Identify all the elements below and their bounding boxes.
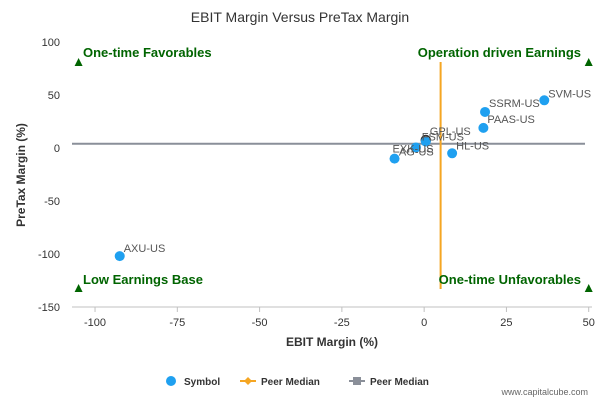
x-tick-label: -75	[169, 317, 185, 329]
quadrant-label-top-right: Operation driven Earnings	[418, 45, 581, 60]
legend-square-marker	[353, 377, 361, 385]
legend-label: Symbol	[184, 377, 220, 388]
quadrant-label-top-left: One-time Favorables	[83, 45, 212, 60]
x-axis: -100 -75 -50 -25 0 25 50	[72, 306, 595, 329]
y-axis-title: PreTax Margin (%)	[14, 123, 28, 227]
data-point	[478, 122, 489, 133]
peer-median-lines	[72, 62, 585, 289]
data-point-label: SSRM-US	[489, 98, 540, 110]
y-tick-label: 50	[48, 90, 60, 102]
data-point-label: HL-US	[456, 140, 489, 152]
data-point-label: AXU-US	[124, 243, 166, 255]
y-tick-label: -50	[44, 196, 60, 208]
data-point	[447, 148, 458, 159]
data-point-label: PAAS-US	[487, 114, 534, 126]
data-point	[539, 95, 550, 106]
legend: Symbol Peer Median Peer Median	[166, 376, 429, 388]
data-point-label: GPL-US	[430, 126, 471, 138]
x-tick-label: 25	[500, 317, 512, 329]
y-tick-label: -100	[38, 249, 60, 261]
x-axis-title: EBIT Margin (%)	[286, 335, 378, 349]
y-tick-label: -150	[38, 302, 60, 314]
data-point-label: EXK-US	[393, 144, 434, 156]
data-point-label: AG-US	[399, 146, 434, 158]
data-point	[114, 251, 125, 262]
x-tick-label: -100	[84, 317, 106, 329]
legend-symbol-marker	[166, 376, 176, 386]
chart-title: EBIT Margin Versus PreTax Margin	[191, 9, 409, 25]
data-point	[480, 106, 491, 117]
data-point-label: SVM-US	[548, 88, 591, 100]
x-tick-label: 0	[421, 317, 427, 329]
legend-label: Peer Median	[370, 377, 429, 388]
data-point-label: FSM-US	[422, 132, 464, 144]
quadrant-triangle-marker	[584, 58, 593, 66]
y-axis: 100 50 0 -50 -100 -150	[38, 37, 60, 314]
y-tick-label: 0	[54, 143, 60, 155]
x-tick-label: 50	[583, 317, 595, 329]
quadrant-triangle-marker	[74, 58, 83, 66]
legend-label: Peer Median	[261, 377, 320, 388]
quadrant-markers: One-time Favorables Operation driven Earn…	[74, 45, 593, 292]
data-point	[420, 136, 431, 147]
y-tick-label: 100	[42, 37, 60, 49]
legend-diamond-marker	[244, 377, 252, 385]
quadrant-label-bottom-right: One-time Unfavorables	[439, 272, 581, 287]
credit-text: www.capitalcube.com	[500, 387, 588, 397]
x-tick-label: -50	[252, 317, 268, 329]
quadrant-label-bottom-left: Low Earnings Base	[83, 272, 203, 287]
quadrant-triangle-marker	[584, 284, 593, 292]
data-point	[410, 142, 421, 153]
data-point	[389, 153, 400, 164]
x-tick-label: -25	[334, 317, 350, 329]
quadrant-triangle-marker	[74, 284, 83, 292]
